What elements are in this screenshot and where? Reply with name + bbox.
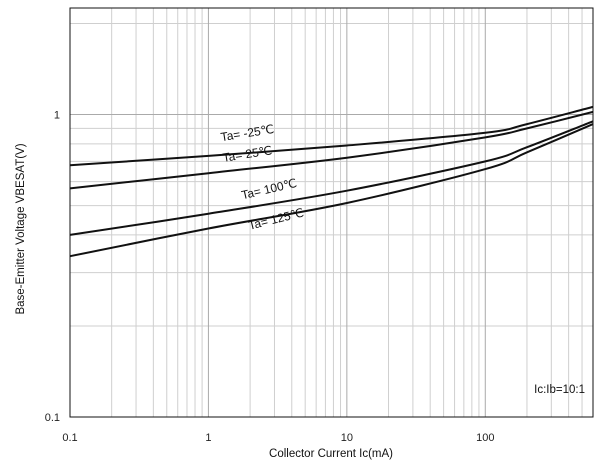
series-line bbox=[69, 123, 594, 258]
x-tick-label: 100 bbox=[476, 432, 494, 444]
series-line bbox=[69, 110, 594, 190]
x-tick-label: 1 bbox=[205, 432, 211, 444]
curves bbox=[69, 105, 594, 258]
grid-minor bbox=[70, 8, 593, 417]
x-tick-label: 10 bbox=[341, 432, 353, 444]
x-axis-label: Collector Current Ic(mA) bbox=[269, 448, 393, 460]
series-line bbox=[69, 105, 594, 167]
condition-annotation: Ic:Ib=10:1 bbox=[534, 384, 585, 396]
y-tick-label: 0.1 bbox=[45, 412, 60, 424]
y-axis-label: Base-Emitter Voltage VBESAT(V) bbox=[15, 143, 27, 314]
y-tick-label: 1 bbox=[54, 110, 60, 122]
series-label: Ta= 100℃ bbox=[240, 176, 298, 202]
x-tick-labels: 0.1 1 10 100 bbox=[62, 432, 494, 444]
curve-labels: Ta= -25℃Ta= 25℃Ta= 100℃Ta= 125℃ bbox=[220, 122, 305, 233]
y-tick-labels: 0.11 bbox=[45, 110, 60, 424]
plot-frame bbox=[69, 7, 594, 418]
grid-major bbox=[70, 8, 593, 417]
x-tick-label: 0.1 bbox=[62, 432, 77, 444]
series-label: Ta= -25℃ bbox=[220, 122, 275, 144]
series-line bbox=[69, 120, 594, 236]
series-label: Ta= 125℃ bbox=[247, 205, 305, 232]
